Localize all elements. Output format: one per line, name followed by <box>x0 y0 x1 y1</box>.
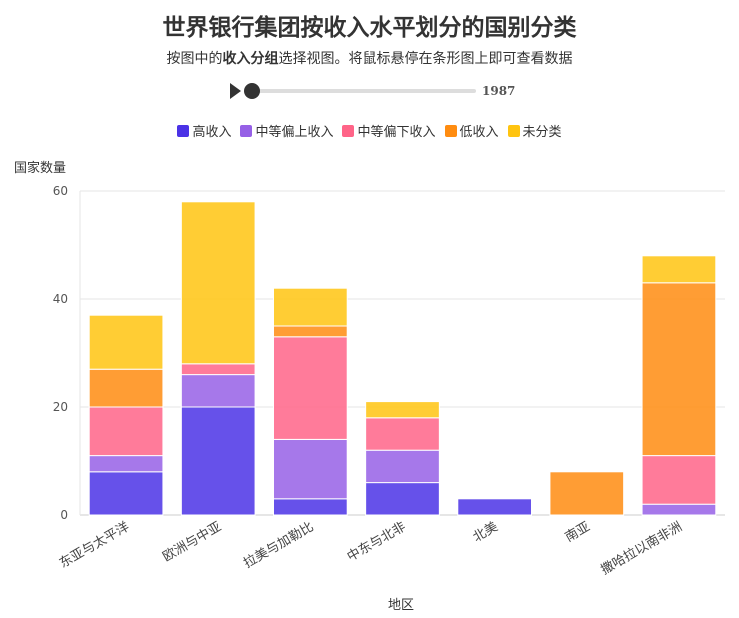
chart-subtitle: 按图中的收入分组选择视图。将鼠标悬停在条形图上即可查看数据 <box>0 48 739 68</box>
bar-segment[interactable] <box>88 314 164 370</box>
legend-item[interactable]: 低收入 <box>444 121 499 140</box>
bar-segment[interactable] <box>88 406 164 457</box>
bar-segment[interactable] <box>273 438 348 500</box>
subtitle-text: 按图中的 <box>166 51 223 67</box>
bar-segment[interactable] <box>88 455 164 473</box>
y-tick-label: 0 <box>60 508 68 522</box>
x-tick-label: 撒哈拉以南非洲 <box>598 519 685 578</box>
bar-segment[interactable] <box>180 363 256 376</box>
bar-segment[interactable] <box>88 471 164 516</box>
year-slider[interactable]: 1987 <box>226 80 526 102</box>
bar-segment[interactable] <box>365 482 440 516</box>
legend-swatch <box>177 124 190 137</box>
bar-segment[interactable] <box>273 287 348 327</box>
bar-segment[interactable] <box>180 406 256 516</box>
bar-segment[interactable] <box>549 471 625 516</box>
bar-segment[interactable] <box>641 282 717 457</box>
slider-label: 1987 <box>482 84 515 98</box>
legend-swatch <box>444 124 457 137</box>
bar-segment[interactable] <box>641 255 717 284</box>
y-axis-label: 国家数量 <box>14 160 66 176</box>
bar-segment[interactable] <box>365 417 440 451</box>
legend-label: 低收入 <box>459 125 499 140</box>
legend-item[interactable]: 中等偏上收入 <box>240 121 333 140</box>
legend-swatch <box>342 124 355 137</box>
x-tick-label: 南亚 <box>562 519 593 546</box>
bar-segment[interactable] <box>641 455 717 505</box>
legend-swatch <box>240 124 253 137</box>
x-axis-label: 地区 <box>388 598 414 613</box>
bar-segment[interactable] <box>88 368 164 408</box>
play-button[interactable] <box>230 83 241 99</box>
x-tick-label: 欧洲与中亚 <box>160 519 224 564</box>
slider-handle[interactable] <box>244 83 260 99</box>
legend-label: 中等偏下收入 <box>357 125 436 140</box>
legend-label: 高收入 <box>192 125 232 140</box>
bar-segment[interactable] <box>180 201 256 365</box>
bar-segment[interactable] <box>273 336 348 440</box>
subtitle-emphasis: 收入分组 <box>222 51 279 67</box>
bar-segment[interactable] <box>273 498 348 516</box>
bar-segment[interactable] <box>365 449 440 484</box>
legend-item[interactable]: 高收入 <box>177 121 231 140</box>
bar-segment[interactable] <box>365 401 440 419</box>
bar-segment[interactable] <box>273 325 348 338</box>
y-tick-label: 40 <box>53 292 68 306</box>
legend-label: 中等偏上收入 <box>255 125 334 140</box>
bar-segment[interactable] <box>457 498 532 516</box>
legend-swatch <box>507 124 520 137</box>
bar-segment[interactable] <box>180 374 256 408</box>
x-tick-label: 中东与北非 <box>345 519 409 564</box>
bar-segment[interactable] <box>641 503 717 516</box>
legend-label: 未分类 <box>522 125 562 140</box>
legend: 高收入 中等偏上收入 中等偏下收入 低收入 未分类 <box>0 121 739 140</box>
y-tick-label: 20 <box>53 400 68 414</box>
subtitle-text: 选择视图。将鼠标悬停在条形图上即可查看数据 <box>278 51 573 67</box>
x-tick-label: 东亚与太平洋 <box>57 519 132 571</box>
x-tick-label: 拉美与加勒比 <box>241 519 316 571</box>
chart-title: 世界银行集团按收入水平划分的国别分类 <box>162 15 577 41</box>
y-tick-label: 60 <box>53 184 68 198</box>
x-tick-label: 北美 <box>471 519 501 545</box>
legend-item[interactable]: 未分类 <box>507 121 562 140</box>
legend-item[interactable]: 中等偏下收入 <box>342 121 436 140</box>
